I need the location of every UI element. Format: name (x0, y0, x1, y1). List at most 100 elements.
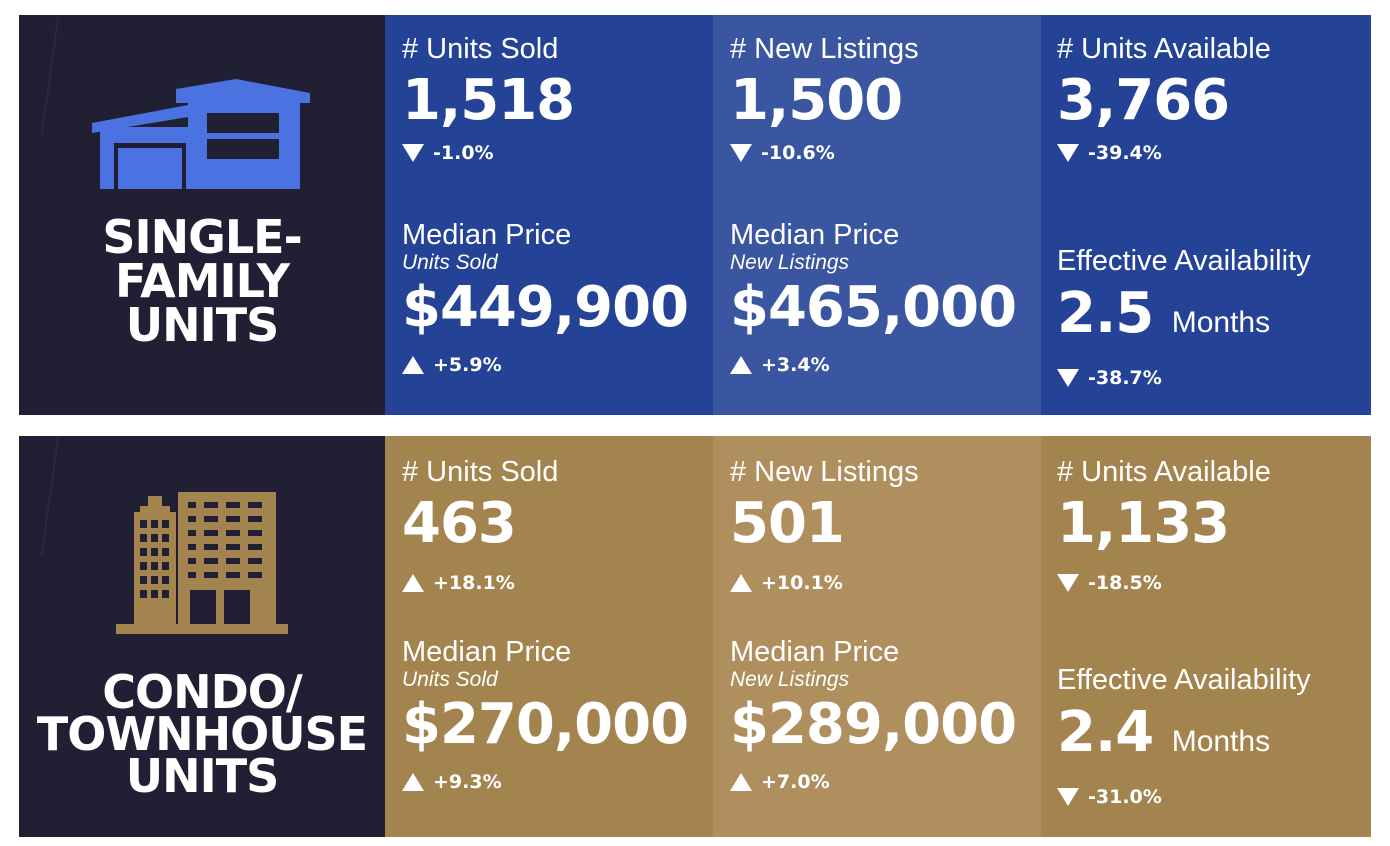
metric-label: Effective Availability (1057, 664, 1311, 696)
units-available-metric: # Units Available 1,133 -18.5% (1057, 456, 1271, 594)
metric-change: +3.4% (730, 354, 1016, 376)
up-arrow-icon (730, 356, 752, 374)
metric-value-row: 2.5 Months (1057, 282, 1311, 355)
metric-value: 1,518 (402, 68, 575, 133)
metric-value: 1,500 (730, 68, 903, 133)
median-price-sold-metric: Median Price Units Sold $270,000 +9.3% (402, 636, 689, 793)
metric-value: $289,000 (730, 692, 1017, 757)
down-arrow-icon (1057, 788, 1079, 806)
metric-label: Median Price (730, 636, 900, 668)
metric-value-row: 2.4 Months (1057, 701, 1311, 774)
title-line: TOWNHOUSE (36, 707, 368, 761)
metric-change: +9.3% (402, 771, 688, 793)
metric-label: # Units Available (1057, 33, 1271, 65)
section-title: CONDO/ TOWNHOUSE UNITS (19, 665, 385, 803)
up-arrow-icon (402, 574, 424, 592)
up-arrow-icon (730, 574, 752, 592)
down-arrow-icon (402, 144, 424, 162)
metric-sublabel: Units Sold (402, 251, 498, 274)
median-price-listings-metric: Median Price New Listings $465,000 +3.4% (730, 219, 1017, 376)
single-family-label-panel: SINGLE- FAMILY UNITS (19, 15, 385, 415)
units-sold-column: # Units Sold 463 +18.1% Median Price Uni… (385, 436, 713, 837)
up-arrow-icon (402, 356, 424, 374)
metric-change: -18.5% (1057, 572, 1271, 594)
up-arrow-icon (402, 773, 424, 791)
metric-label: Median Price (402, 636, 572, 668)
median-price-listings-metric: Median Price New Listings $289,000 +7.0% (730, 636, 1017, 793)
units-sold-column: # Units Sold 1,518 -1.0% Median Price Un… (385, 15, 713, 415)
title-line: UNITS (125, 749, 279, 803)
metric-value: 501 (730, 491, 845, 556)
median-price-sold-metric: Median Price Units Sold $449,900 +5.9% (402, 219, 689, 376)
units-available-metric: # Units Available 3,766 -39.4% (1057, 33, 1271, 164)
metric-label: # Units Sold (402, 33, 559, 65)
down-arrow-icon (1057, 574, 1079, 592)
metric-value: 2.4 (1057, 700, 1154, 765)
change-value: +18.1% (433, 572, 515, 594)
metric-label: Median Price (730, 219, 900, 251)
effective-availability-metric: Effective Availability 2.5 Months -38.7% (1057, 245, 1311, 389)
building-icon (19, 492, 385, 634)
metric-unit: Months (1171, 306, 1271, 339)
metric-label: # New Listings (730, 456, 919, 488)
down-arrow-icon (1057, 369, 1079, 387)
new-listings-column: # New Listings 1,500 -10.6% Median Price… (713, 15, 1041, 415)
change-value: +5.9% (433, 354, 502, 376)
new-listings-metric: # New Listings 1,500 -10.6% (730, 33, 919, 164)
units-available-column: # Units Available 1,133 -18.5% Effective… (1041, 436, 1371, 837)
metric-label: # New Listings (730, 33, 919, 65)
units-sold-metric: # Units Sold 1,518 -1.0% (402, 33, 575, 164)
metric-label: # Units Available (1057, 456, 1271, 488)
new-listings-metric: # New Listings 501 +10.1% (730, 456, 919, 594)
metric-change: -10.6% (730, 142, 919, 164)
change-value: -31.0% (1088, 786, 1162, 808)
title-line: CONDO/ (102, 665, 302, 719)
metric-label: Median Price (402, 219, 572, 251)
title-line: FAMILY (114, 254, 290, 308)
metric-change: +10.1% (730, 572, 919, 594)
condo-townhouse-section: CONDO/ TOWNHOUSE UNITS # Units Sold 463 … (19, 436, 1371, 837)
metric-sublabel: New Listings (730, 251, 850, 274)
down-arrow-icon (1057, 144, 1079, 162)
units-sold-metric: # Units Sold 463 +18.1% (402, 456, 558, 594)
metric-change: +18.1% (402, 572, 558, 594)
metric-value: 1,133 (1057, 491, 1230, 556)
change-value: -1.0% (433, 142, 494, 164)
condo-townhouse-label-panel: CONDO/ TOWNHOUSE UNITS (19, 436, 385, 837)
metric-change: -39.4% (1057, 142, 1271, 164)
metric-change: -31.0% (1057, 786, 1311, 808)
change-value: +3.4% (761, 354, 830, 376)
change-value: -10.6% (761, 142, 835, 164)
change-value: -38.7% (1088, 367, 1162, 389)
change-value: -18.5% (1088, 572, 1162, 594)
metric-value: $465,000 (730, 275, 1017, 340)
down-arrow-icon (730, 144, 752, 162)
metric-sublabel: Units Sold (402, 668, 498, 691)
metric-unit: Months (1171, 725, 1271, 758)
new-listings-column: # New Listings 501 +10.1% Median Price N… (713, 436, 1041, 837)
metric-value: 2.5 (1057, 281, 1154, 346)
metric-value: $449,900 (402, 275, 689, 340)
metric-value: $270,000 (402, 692, 689, 757)
metric-value: 3,766 (1057, 68, 1230, 133)
metric-label: # Units Sold (402, 456, 559, 488)
metric-change: -38.7% (1057, 367, 1311, 389)
change-value: +9.3% (433, 771, 502, 793)
metric-value: 463 (402, 491, 517, 556)
units-available-column: # Units Available 3,766 -39.4% Effective… (1041, 15, 1371, 415)
effective-availability-metric: Effective Availability 2.4 Months -31.0% (1057, 664, 1311, 808)
metric-change: +7.0% (730, 771, 1016, 793)
change-value: +10.1% (761, 572, 843, 594)
change-value: +7.0% (761, 771, 830, 793)
metric-change: +5.9% (402, 354, 688, 376)
title-line: UNITS (125, 298, 279, 352)
house-icon (19, 77, 385, 189)
title-line: SINGLE- (102, 210, 302, 264)
section-title: SINGLE- FAMILY UNITS (19, 210, 385, 352)
metric-label: Effective Availability (1057, 245, 1311, 277)
single-family-section: SINGLE- FAMILY UNITS # Units Sold 1,518 … (19, 15, 1371, 415)
metric-change: -1.0% (402, 142, 574, 164)
metric-sublabel: New Listings (730, 668, 850, 691)
up-arrow-icon (730, 773, 752, 791)
change-value: -39.4% (1088, 142, 1162, 164)
